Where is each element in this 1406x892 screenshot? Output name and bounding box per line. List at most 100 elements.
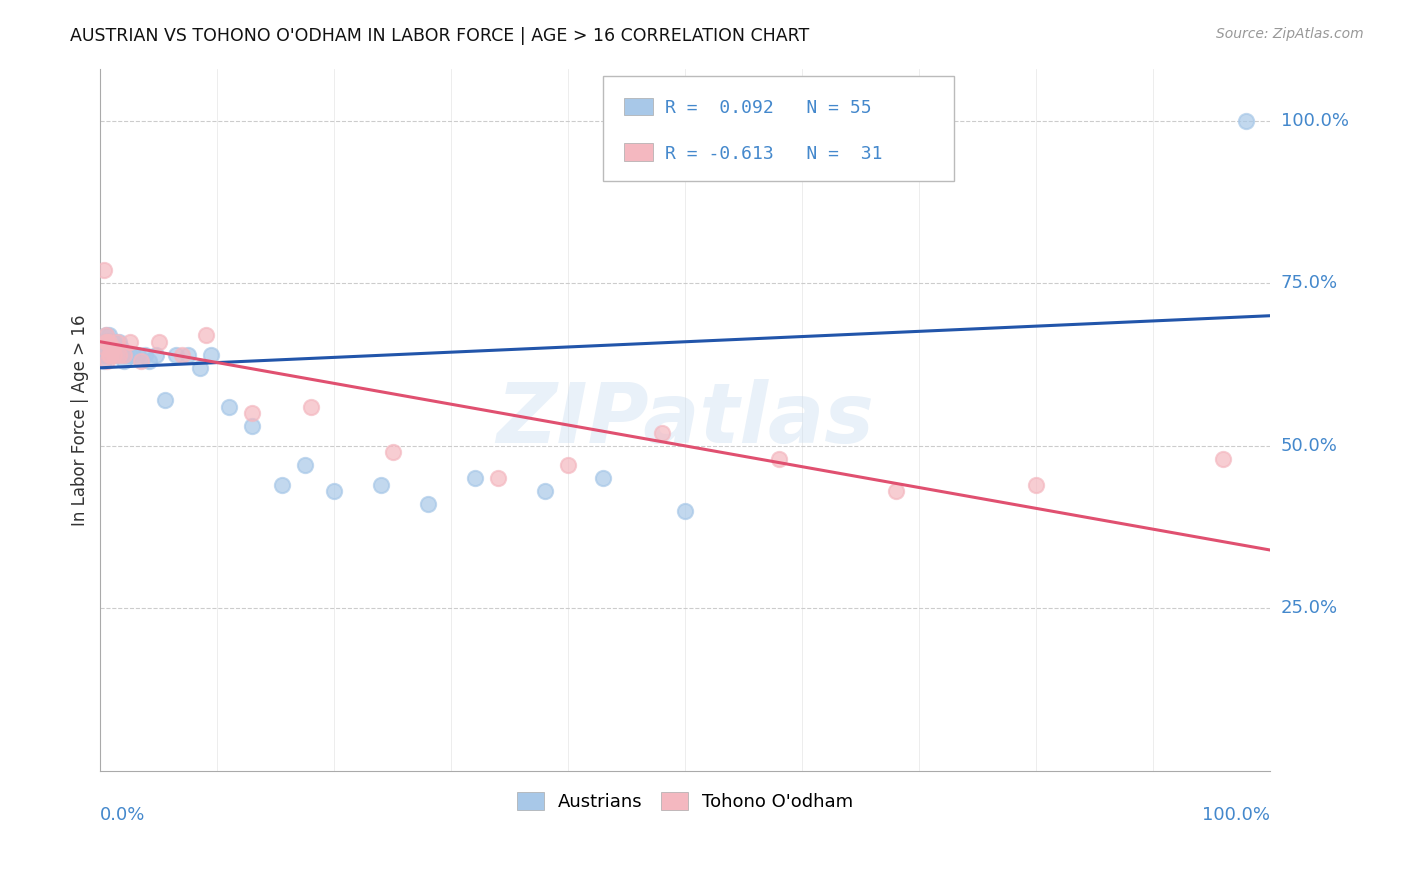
Austrians xyxy=(270,478,292,492)
Austrians xyxy=(153,393,176,408)
Austrians xyxy=(96,348,118,362)
Austrians xyxy=(115,348,138,362)
Austrians xyxy=(110,341,132,355)
Tohono O'odham xyxy=(101,341,124,355)
Tohono O'odham xyxy=(94,341,117,355)
Austrians xyxy=(97,334,120,349)
Austrians xyxy=(96,348,118,362)
Tohono O'odham xyxy=(148,334,170,349)
Tohono O'odham xyxy=(118,334,141,349)
Austrians xyxy=(101,334,124,349)
Tohono O'odham xyxy=(557,458,579,473)
Austrians xyxy=(97,341,120,355)
Tohono O'odham xyxy=(103,348,125,362)
Text: R =  0.092   N = 55: R = 0.092 N = 55 xyxy=(665,99,872,117)
Text: AUSTRIAN VS TOHONO O'ODHAM IN LABOR FORCE | AGE > 16 CORRELATION CHART: AUSTRIAN VS TOHONO O'ODHAM IN LABOR FORC… xyxy=(70,27,810,45)
Austrians xyxy=(416,497,439,511)
Austrians xyxy=(127,348,149,362)
Tohono O'odham xyxy=(768,451,790,466)
Austrians xyxy=(101,341,124,355)
Austrians xyxy=(93,341,115,355)
Tohono O'odham xyxy=(194,328,217,343)
Austrians xyxy=(592,471,614,485)
Austrians xyxy=(188,360,211,375)
Austrians xyxy=(94,348,117,362)
Tohono O'odham xyxy=(1212,451,1234,466)
Tohono O'odham xyxy=(108,348,131,362)
Austrians xyxy=(96,328,118,343)
Text: 75.0%: 75.0% xyxy=(1281,274,1339,293)
Austrians xyxy=(96,334,118,349)
Tohono O'odham xyxy=(299,400,322,414)
Austrians xyxy=(112,354,135,368)
Austrians xyxy=(165,348,187,362)
Austrians xyxy=(105,341,128,355)
Austrians xyxy=(100,341,122,355)
Austrians xyxy=(93,354,115,368)
Austrians xyxy=(200,348,222,362)
Austrians xyxy=(104,348,127,362)
Austrians xyxy=(533,484,555,499)
Austrians xyxy=(93,334,115,349)
FancyBboxPatch shape xyxy=(624,97,654,115)
Austrians xyxy=(1234,113,1257,128)
Tohono O'odham xyxy=(884,484,907,499)
Austrians xyxy=(97,328,120,343)
Austrians xyxy=(107,341,129,355)
Austrians xyxy=(145,348,167,362)
Tohono O'odham xyxy=(381,445,404,459)
Text: Source: ZipAtlas.com: Source: ZipAtlas.com xyxy=(1216,27,1364,41)
Austrians xyxy=(240,419,263,434)
Austrians xyxy=(108,334,131,349)
Tohono O'odham xyxy=(172,348,194,362)
Austrians xyxy=(464,471,486,485)
Austrians xyxy=(93,348,115,362)
Tohono O'odham xyxy=(240,406,263,420)
Austrians xyxy=(94,341,117,355)
Tohono O'odham xyxy=(100,341,122,355)
Austrians xyxy=(96,334,118,349)
Tohono O'odham xyxy=(96,334,118,349)
Tohono O'odham xyxy=(98,348,121,362)
Tohono O'odham xyxy=(97,334,120,349)
Tohono O'odham xyxy=(103,341,125,355)
Austrians xyxy=(218,400,240,414)
Austrians xyxy=(94,334,117,349)
Austrians xyxy=(103,334,125,349)
FancyBboxPatch shape xyxy=(603,76,955,181)
Austrians xyxy=(370,478,392,492)
Austrians xyxy=(96,341,118,355)
Austrians xyxy=(673,504,696,518)
Text: ZIPatlas: ZIPatlas xyxy=(496,379,875,460)
Y-axis label: In Labor Force | Age > 16: In Labor Force | Age > 16 xyxy=(72,314,89,525)
Tohono O'odham xyxy=(486,471,509,485)
Text: 0.0%: 0.0% xyxy=(100,806,146,824)
Text: 100.0%: 100.0% xyxy=(1281,112,1348,129)
Austrians xyxy=(138,354,160,368)
Text: 100.0%: 100.0% xyxy=(1202,806,1270,824)
Text: R = -0.613   N =  31: R = -0.613 N = 31 xyxy=(665,145,883,163)
Text: 50.0%: 50.0% xyxy=(1281,437,1337,455)
Austrians xyxy=(96,341,118,355)
Austrians xyxy=(118,348,141,362)
Austrians xyxy=(177,348,200,362)
Legend: Austrians, Tohono O'odham: Austrians, Tohono O'odham xyxy=(509,785,860,818)
Austrians xyxy=(122,348,145,362)
Austrians xyxy=(98,348,121,362)
Tohono O'odham xyxy=(96,354,118,368)
Austrians xyxy=(323,484,346,499)
Tohono O'odham xyxy=(96,328,118,343)
Tohono O'odham xyxy=(129,354,152,368)
Text: 25.0%: 25.0% xyxy=(1281,599,1339,617)
Austrians xyxy=(294,458,316,473)
Tohono O'odham xyxy=(112,348,135,362)
Tohono O'odham xyxy=(1025,478,1047,492)
Tohono O'odham xyxy=(93,263,115,277)
Austrians xyxy=(103,341,125,355)
Tohono O'odham xyxy=(96,334,118,349)
Austrians xyxy=(98,334,121,349)
Tohono O'odham xyxy=(105,334,128,349)
Tohono O'odham xyxy=(651,425,673,440)
Austrians xyxy=(100,334,122,349)
Austrians xyxy=(134,348,156,362)
